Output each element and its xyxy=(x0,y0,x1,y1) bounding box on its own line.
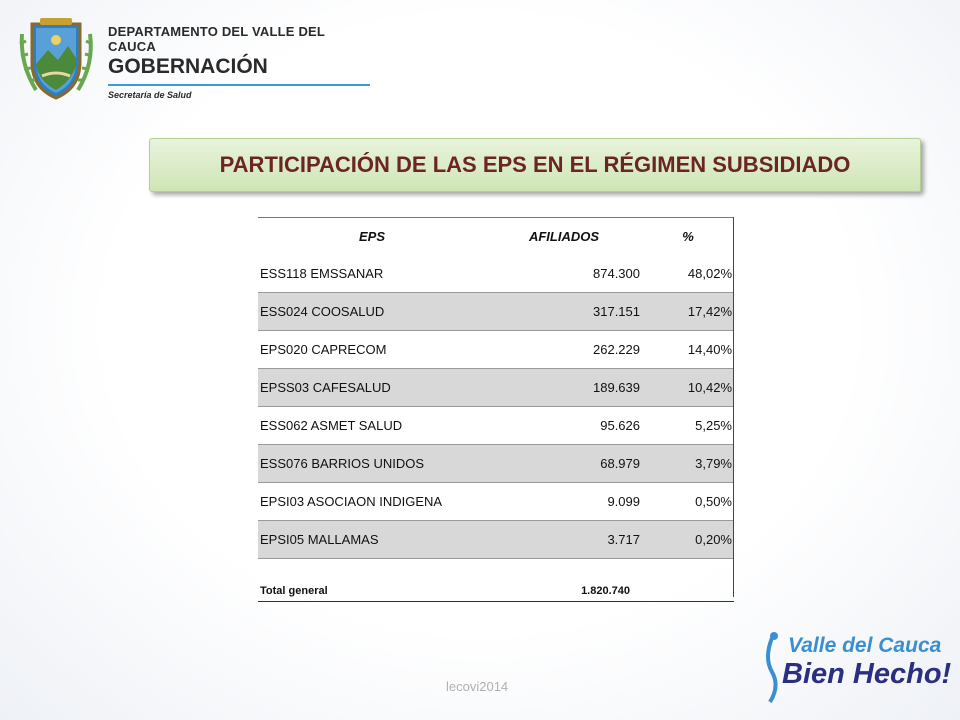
header-rule xyxy=(108,84,370,86)
cell-afiliados: 874.300 xyxy=(486,255,642,293)
cell-afiliados: 189.639 xyxy=(486,368,642,407)
cell-afiliados: 95.626 xyxy=(486,406,642,445)
cell-percent: 0,20% xyxy=(642,520,734,559)
table-row: EPSI03 ASOCIAON INDIGENA 9.099 0,50% xyxy=(258,482,734,521)
table-row: ESS118 EMSSANAR 874.300 48,02% xyxy=(258,255,734,293)
table-row: EPSS03 CAFESALUD 189.639 10,42% xyxy=(258,368,734,407)
table-header-row: EPS AFILIADOS % xyxy=(258,217,734,255)
cell-eps: EPS020 CAPRECOM xyxy=(258,330,486,369)
table-row: ESS076 BARRIOS UNIDOS 68.979 3,79% xyxy=(258,444,734,483)
table-row: EPS020 CAPRECOM 262.229 14,40% xyxy=(258,330,734,369)
slide-title: PARTICIPACIÓN DE LAS EPS EN EL RÉGIMEN S… xyxy=(219,152,851,177)
footer-text: lecovi2014 xyxy=(446,679,509,694)
table-total-row: Total general 1.820.740 xyxy=(258,558,734,602)
column-header-eps: EPS xyxy=(258,217,486,255)
cell-afiliados: 317.151 xyxy=(486,292,642,331)
column-header-afiliados: AFILIADOS xyxy=(486,217,642,255)
cell-percent: 48,02% xyxy=(642,255,734,293)
total-label: Total general xyxy=(258,558,486,602)
cell-afiliados: 262.229 xyxy=(486,330,642,369)
cell-percent: 5,25% xyxy=(642,406,734,445)
government-name: GOBERNACIÓN xyxy=(108,55,268,78)
cell-eps: EPSI03 ASOCIAON INDIGENA xyxy=(258,482,486,521)
table-row: ESS062 ASMET SALUD 95.626 5,25% xyxy=(258,406,734,445)
table-row: EPSI05 MALLAMAS 3.717 0,20% xyxy=(258,520,734,559)
secretariat-name: Secretaría de Salud xyxy=(108,90,192,100)
cell-percent: 14,40% xyxy=(642,330,734,369)
cell-eps: ESS024 COOSALUD xyxy=(258,292,486,331)
cell-afiliados: 9.099 xyxy=(486,482,642,521)
brand-swoosh-icon xyxy=(766,632,778,704)
department-name: DEPARTAMENTO DEL VALLE DEL CAUCA xyxy=(108,24,325,54)
brand-line-1: Valle del Cauca xyxy=(788,634,942,657)
table-row: ESS024 COOSALUD 317.151 17,42% xyxy=(258,292,734,331)
cell-percent: 3,79% xyxy=(642,444,734,483)
eps-table: EPS AFILIADOS % ESS118 EMSSANAR 874.300 … xyxy=(258,217,734,602)
cell-percent: 17,42% xyxy=(642,292,734,331)
header-text-block: DEPARTAMENTO DEL VALLE DEL CAUCA GOBERNA… xyxy=(108,24,370,100)
brand-logo: Valle del Cauca Bien Hecho! xyxy=(758,628,952,708)
slide-title-box: PARTICIPACIÓN DE LAS EPS EN EL RÉGIMEN S… xyxy=(149,138,921,192)
cell-afiliados: 3.717 xyxy=(486,520,642,559)
brand-line-2: Bien Hecho! xyxy=(782,658,952,690)
total-percent-empty xyxy=(642,558,734,602)
cell-eps: ESS062 ASMET SALUD xyxy=(258,406,486,445)
cell-eps: ESS118 EMSSANAR xyxy=(258,255,486,293)
cell-afiliados: 68.979 xyxy=(486,444,642,483)
cell-percent: 0,50% xyxy=(642,482,734,521)
cell-eps: EPSI05 MALLAMAS xyxy=(258,520,486,559)
total-value: 1.820.740 xyxy=(486,558,642,602)
cell-eps: ESS076 BARRIOS UNIDOS xyxy=(258,444,486,483)
cell-percent: 10,42% xyxy=(642,368,734,407)
cell-eps: EPSS03 CAFESALUD xyxy=(258,368,486,407)
coat-of-arms-logo xyxy=(18,14,102,104)
table-right-border xyxy=(733,217,734,597)
column-header-percent: % xyxy=(642,217,734,255)
